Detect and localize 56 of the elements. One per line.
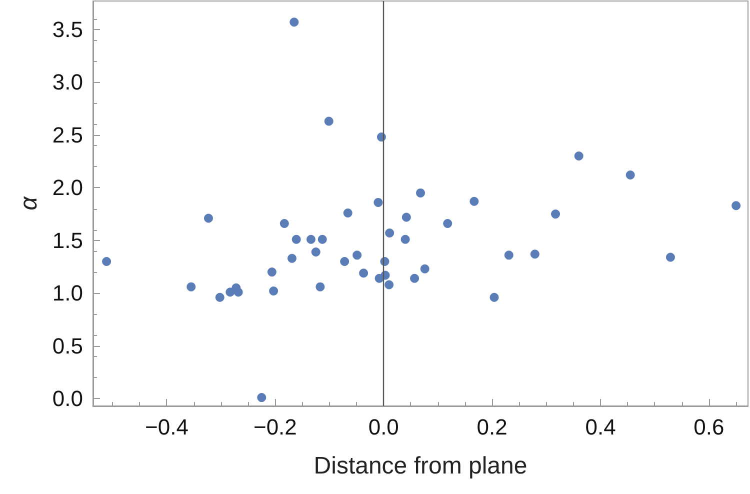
point [257,393,266,402]
point [318,234,327,244]
point [215,292,224,302]
point [666,252,675,262]
point [267,268,276,277]
point [359,268,368,278]
point [234,288,243,297]
point [416,188,425,198]
point [269,286,278,296]
point [402,212,411,222]
point [280,219,289,228]
point [490,292,499,302]
point [204,214,213,223]
y-tick-label: 0.0 [52,386,83,412]
point [470,196,479,206]
y-tick-label: 0.5 [52,333,83,358]
point [292,234,301,244]
point [290,18,299,27]
x-tick-label: 0.6 [694,414,724,440]
point [374,198,383,207]
x-tick-label: 0.0 [368,414,399,440]
point [316,282,325,292]
point [410,274,420,283]
y-axis-title: α [16,195,42,210]
x-axis-title: Distance from plane [314,452,528,480]
point [443,219,452,228]
y-tick-label: 2.5 [52,122,83,148]
y-tick-label: 3.5 [52,16,83,42]
point [311,248,320,257]
point [574,152,584,161]
point [374,274,384,283]
x-tick-label: −0.4 [145,414,188,440]
x-tick-label: 0.4 [585,414,616,440]
point [186,282,196,292]
point [352,250,362,260]
point [102,257,112,266]
point [288,254,296,263]
point [420,264,430,274]
y-tick-label: 2.0 [52,175,83,200]
point [385,228,394,238]
point [384,280,394,290]
y-tick-label: 1.0 [52,280,83,306]
x-tick-label: −0.2 [253,414,297,440]
y-tick-label: 3.0 [52,70,83,95]
point [343,208,352,218]
y-tick-label: 1.5 [52,228,83,253]
point [626,170,635,180]
point [340,257,350,266]
point [530,250,540,259]
point [400,234,410,244]
point [324,116,334,126]
point [732,201,741,210]
point [504,250,514,260]
point [551,210,560,219]
x-tick-label: 0.2 [476,414,508,440]
point [306,234,316,244]
